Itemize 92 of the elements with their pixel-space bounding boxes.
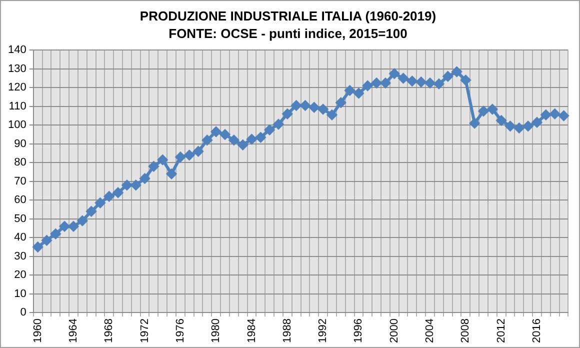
y-tick-label: 10 xyxy=(14,288,26,300)
point xyxy=(407,76,418,86)
point xyxy=(470,118,480,128)
point xyxy=(158,154,168,165)
point xyxy=(148,161,159,172)
point xyxy=(104,191,114,202)
point xyxy=(309,102,320,112)
point xyxy=(77,216,88,226)
point xyxy=(60,221,70,232)
y-tick-label: 20 xyxy=(14,269,26,282)
point xyxy=(211,126,222,137)
point xyxy=(202,135,212,146)
point xyxy=(273,119,284,130)
x-tick-label: 1992 xyxy=(317,318,330,344)
point xyxy=(32,242,43,252)
point xyxy=(336,98,346,108)
point xyxy=(425,78,436,88)
point xyxy=(380,78,390,88)
point xyxy=(416,77,426,88)
x-tick-label: 1960 xyxy=(32,318,44,344)
point xyxy=(184,150,194,160)
point xyxy=(532,117,542,128)
y-tick-label: 100 xyxy=(8,119,26,132)
point xyxy=(460,75,471,86)
y-tick-label: 40 xyxy=(14,232,26,244)
point xyxy=(130,180,141,190)
y-tick-label: 110 xyxy=(8,100,26,112)
x-tick-label: 1980 xyxy=(210,318,222,344)
point xyxy=(42,235,52,246)
point xyxy=(193,146,204,156)
point xyxy=(220,130,230,140)
x-tick-label: 1964 xyxy=(67,318,80,344)
point xyxy=(558,110,569,121)
point xyxy=(246,134,257,144)
point xyxy=(372,78,382,88)
point xyxy=(95,198,106,208)
point xyxy=(50,228,61,239)
point xyxy=(291,100,302,110)
point xyxy=(86,206,96,216)
x-tick-label: 2016 xyxy=(531,318,544,344)
y-tick-label: 120 xyxy=(8,82,26,94)
point xyxy=(362,80,373,91)
point xyxy=(452,66,462,77)
x-tick-label: 1976 xyxy=(174,318,186,344)
chart-title: PRODUZIONE INDUSTRIALE ITALIA (1960-2019) xyxy=(140,8,436,24)
x-tick-label: 1968 xyxy=(103,318,116,344)
y-tick-label: 0 xyxy=(20,306,26,319)
point xyxy=(282,108,292,119)
point xyxy=(175,152,186,162)
y-tick-label: 50 xyxy=(14,212,26,225)
x-tick-label: 1996 xyxy=(352,318,365,344)
point xyxy=(523,121,534,132)
point xyxy=(389,68,400,79)
y-tick-label: 30 xyxy=(14,250,26,262)
y-tick-label: 80 xyxy=(14,156,26,169)
y-tick-label: 140 xyxy=(8,44,26,56)
point xyxy=(326,110,337,120)
point xyxy=(514,122,524,133)
point xyxy=(478,106,489,116)
point xyxy=(300,100,310,110)
point xyxy=(398,73,408,84)
point xyxy=(264,124,275,135)
point xyxy=(434,78,444,89)
point xyxy=(550,108,560,119)
x-tick-label: 2000 xyxy=(388,318,400,344)
point xyxy=(344,85,355,96)
x-tick-label: 1988 xyxy=(281,318,294,344)
point xyxy=(228,135,239,146)
point xyxy=(318,104,328,114)
y-tick-label: 90 xyxy=(14,138,26,150)
x-tick-label: 2008 xyxy=(460,318,472,344)
point xyxy=(122,180,132,190)
point xyxy=(238,140,248,150)
y-tick-label: 60 xyxy=(14,194,26,206)
point xyxy=(487,104,498,114)
y-tick-label: 70 xyxy=(14,175,26,188)
point xyxy=(68,221,78,232)
point xyxy=(113,188,124,198)
y-tick-label: 130 xyxy=(8,62,26,75)
chart-subtitle: FONTE: OCSE - punti indice, 2015=100 xyxy=(168,26,408,41)
point xyxy=(354,88,364,98)
x-tick-label: 1984 xyxy=(246,318,258,344)
point xyxy=(256,132,266,142)
point xyxy=(140,174,150,184)
x-tick-label: 1972 xyxy=(138,318,151,344)
point xyxy=(505,121,516,132)
point xyxy=(496,115,506,126)
point xyxy=(540,110,551,120)
point xyxy=(166,168,177,179)
point xyxy=(442,71,453,82)
x-tick-label: 2004 xyxy=(424,318,436,344)
x-tick-label: 2012 xyxy=(495,318,508,344)
